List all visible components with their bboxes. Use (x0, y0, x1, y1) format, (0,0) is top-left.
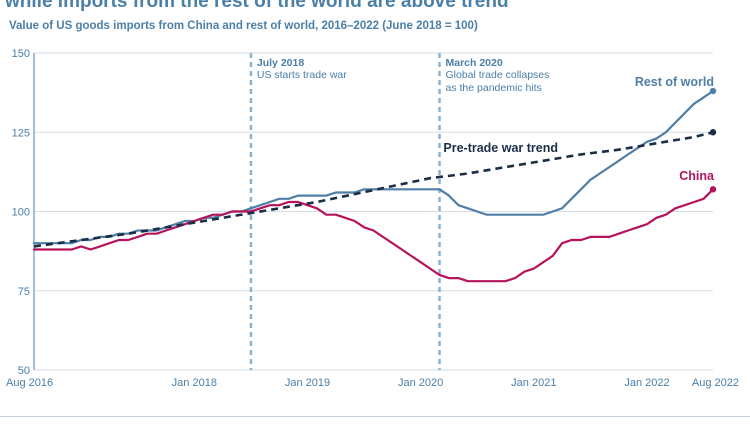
y-tick-label: 75 (18, 286, 30, 298)
gridlines (33, 52, 713, 371)
series-line-china (32, 188, 715, 283)
series-line-rest_of_world (32, 89, 715, 245)
event-note: US starts trade war (257, 69, 347, 81)
footer-divider (0, 416, 750, 417)
series-line-trend (33, 131, 714, 248)
event-title: March 2020 (446, 57, 503, 69)
series-end-marker-rest_of_world (709, 87, 717, 95)
series-end-marker-trend (709, 129, 717, 136)
y-axis-ticks: 50 75 100 125 150 (12, 48, 30, 377)
x-tick-label: Jan 2019 (285, 377, 330, 389)
x-tick-label: Jan 2022 (624, 377, 669, 389)
series-label-rest_of_world: Rest of world (635, 75, 714, 89)
chart-subtitle: Value of US goods imports from China and… (9, 20, 478, 32)
series-labels: Rest of world China Pre-trade war trend (443, 75, 715, 183)
event-note: as the pandemic hits (446, 82, 542, 94)
x-tick-label: Aug 2016 (6, 377, 53, 389)
x-tick-label: Jan 2020 (398, 377, 443, 389)
y-tick-label: 100 (12, 207, 30, 219)
series-end-marker-china (709, 186, 717, 193)
chart-title: while imports from the rest of the world… (5, 0, 509, 12)
event-note: Global trade collapses (446, 69, 550, 81)
series-lines (32, 87, 717, 283)
y-tick-label: 125 (12, 127, 30, 139)
x-axis-ticks: Aug 2016 Jan 2018 Jan 2019 Jan 2020 Jan 2021… (6, 377, 739, 389)
x-tick-label: Aug 2022 (692, 377, 739, 389)
x-tick-label: Jan 2018 (172, 377, 217, 389)
event-title: July 2018 (257, 57, 304, 69)
series-label-trend: Pre-trade war trend (443, 141, 558, 155)
series-label-china: China (679, 169, 715, 183)
y-tick-label: 150 (12, 48, 30, 60)
y-tick-label: 50 (18, 365, 30, 377)
x-tick-label: Jan 2021 (511, 377, 556, 389)
